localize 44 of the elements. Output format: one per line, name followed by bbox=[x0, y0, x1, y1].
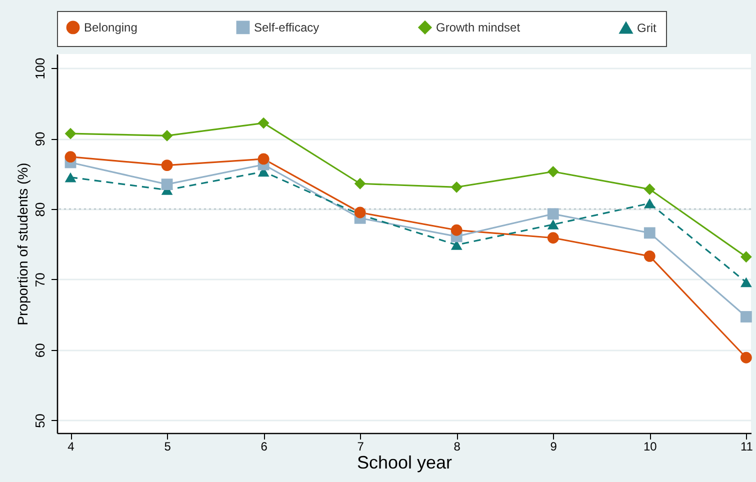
point bbox=[740, 311, 752, 322]
y-tick-label: 60 bbox=[32, 343, 48, 358]
legend-label: Growth mindset bbox=[436, 20, 521, 34]
point bbox=[64, 151, 76, 163]
y-tick-label: 90 bbox=[32, 132, 48, 146]
point bbox=[547, 232, 559, 244]
x-tick-label: 9 bbox=[550, 440, 558, 454]
point bbox=[64, 172, 76, 182]
point bbox=[547, 166, 559, 178]
point bbox=[644, 198, 656, 208]
legend-label: Grit bbox=[637, 20, 657, 35]
x-tick-label: 4 bbox=[68, 440, 75, 454]
point bbox=[64, 128, 76, 140]
point bbox=[644, 250, 656, 262]
x-tick-label: 11 bbox=[740, 440, 754, 454]
point bbox=[161, 160, 173, 171]
x-axis-title: School year bbox=[356, 452, 452, 472]
x-tick-label: 10 bbox=[643, 440, 658, 454]
point bbox=[644, 184, 656, 195]
point bbox=[740, 251, 752, 263]
legend-label: Belonging bbox=[84, 20, 138, 34]
y-tick-label: 100 bbox=[32, 58, 48, 80]
point bbox=[740, 277, 752, 288]
x-tick-label: 5 bbox=[164, 440, 172, 454]
y-tick-label: 80 bbox=[32, 202, 48, 217]
point bbox=[450, 224, 462, 236]
point bbox=[450, 181, 462, 193]
x-tick-label: 8 bbox=[454, 440, 461, 454]
point bbox=[740, 352, 752, 364]
point bbox=[547, 220, 559, 230]
point bbox=[258, 153, 270, 165]
point bbox=[161, 178, 173, 190]
point bbox=[161, 130, 173, 142]
y-tick-label: 70 bbox=[32, 272, 48, 288]
y-tick-label: 50 bbox=[32, 414, 48, 428]
legend-label: Self-efficacy bbox=[254, 20, 320, 34]
point bbox=[354, 206, 366, 218]
point bbox=[258, 117, 270, 129]
point bbox=[547, 208, 559, 220]
x-tick-label: 6 bbox=[260, 440, 268, 454]
y-axis-title: Proportion of students (%) bbox=[14, 162, 30, 326]
point bbox=[644, 227, 656, 239]
x-tick-label: 7 bbox=[357, 440, 364, 454]
point bbox=[354, 178, 366, 190]
